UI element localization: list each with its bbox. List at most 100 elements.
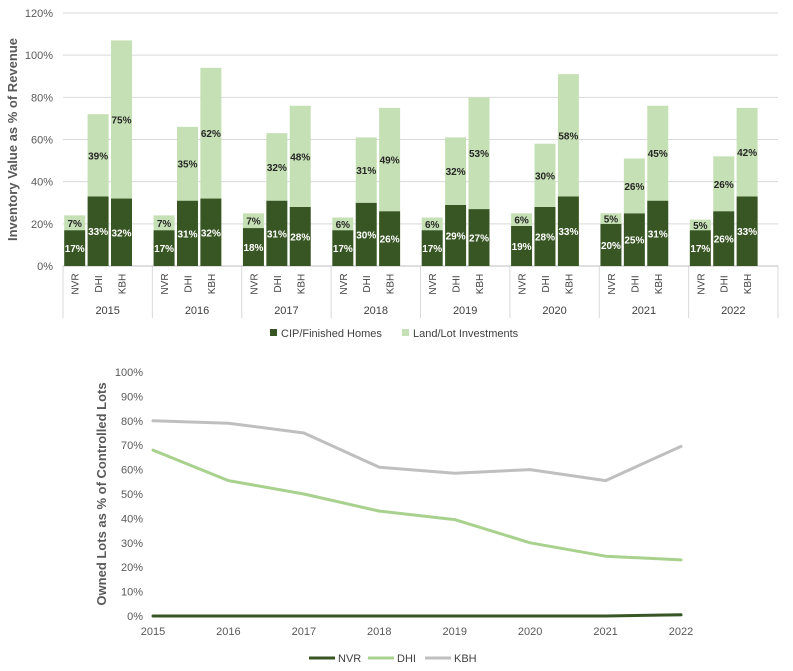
bar-land — [647, 105, 669, 201]
bar-cip — [623, 213, 645, 266]
bar-cip — [242, 228, 264, 266]
year-label: 2021 — [632, 305, 656, 317]
year-label: 2019 — [453, 305, 477, 317]
data-label-land: 6% — [336, 220, 351, 231]
bar-cip — [111, 198, 132, 266]
data-label-cip: 25% — [624, 236, 644, 247]
bar-land — [111, 40, 132, 199]
y-tick-label: 80% — [31, 92, 53, 104]
bar-land — [557, 74, 579, 197]
bar-land — [713, 156, 735, 212]
x-tick-label: 2020 — [518, 626, 542, 638]
data-label-cip: 17% — [65, 244, 85, 255]
bar-land — [468, 97, 490, 210]
data-label-cip: 31% — [177, 229, 197, 240]
bar-land — [64, 215, 86, 231]
data-label-cip: 26% — [380, 235, 400, 246]
bar-land — [289, 105, 311, 207]
legend-label-nvr: NVR — [338, 653, 361, 665]
company-label: KBH — [386, 274, 397, 295]
data-label-cip: 17% — [154, 244, 174, 255]
data-label-land: 5% — [693, 221, 708, 232]
data-label-cip: 18% — [243, 243, 263, 254]
company-label: DHI — [541, 275, 552, 292]
y-tick-label: 30% — [121, 538, 143, 550]
series-line-kbh — [151, 419, 683, 483]
data-label-cip: 29% — [446, 231, 466, 242]
data-label-land: 32% — [267, 163, 287, 174]
y-tick-label: 80% — [121, 416, 143, 428]
bar-cip — [64, 230, 86, 266]
company-label: NVR — [339, 273, 350, 294]
inventory-bar-chart: 0% 20% 40% 60% 80% 100% 120% Inventory Value as… — [5, 8, 779, 340]
legend-label-dhi: DHI — [397, 653, 416, 665]
bar-land — [421, 217, 443, 231]
data-label-cip: 33% — [88, 227, 108, 238]
data-label-cip: 20% — [601, 241, 621, 252]
company-label: KBH — [564, 274, 575, 295]
bar-land — [176, 126, 198, 201]
data-label-cip: 32% — [201, 228, 221, 239]
y-tick-label: 40% — [31, 177, 53, 189]
bar-land — [153, 215, 175, 231]
year-label: 2015 — [95, 305, 119, 317]
bar-land — [445, 137, 467, 205]
data-label-land: 5% — [604, 215, 619, 226]
bar-cip — [332, 230, 354, 266]
bar-cip — [736, 196, 758, 266]
bar-cip — [689, 230, 711, 266]
legend-swatch-cip — [270, 329, 277, 336]
data-label-cip: 32% — [111, 228, 131, 239]
company-label: NVR — [160, 273, 171, 294]
data-label-land: 6% — [425, 220, 440, 231]
company-label: NVR — [428, 273, 439, 294]
bar-land — [266, 133, 288, 201]
legend-label-kbh: KBH — [454, 653, 477, 665]
data-label-land: 58% — [558, 131, 578, 142]
y-tick-label: 100% — [25, 50, 53, 62]
y-tick-label: 20% — [121, 562, 143, 574]
data-label-land: 26% — [714, 180, 734, 191]
data-label-land: 48% — [290, 152, 310, 163]
data-label-land: 7% — [246, 217, 261, 228]
x-tick-label: 2017 — [292, 626, 316, 638]
data-label-cip: 17% — [690, 244, 710, 255]
y-axis-label: Inventory Value as % of Revenue — [5, 38, 20, 241]
company-label: NVR — [71, 273, 82, 294]
company-label: NVR — [607, 273, 618, 294]
x-tick-label: 2019 — [442, 626, 466, 638]
bar-cip — [289, 206, 311, 266]
bar-cip — [176, 200, 198, 266]
data-label-cip: 17% — [333, 244, 353, 255]
y-tick-label: 60% — [121, 465, 143, 477]
bar-cip — [534, 206, 556, 266]
company-label: DHI — [273, 275, 284, 292]
x-tick-label: 2018 — [367, 626, 391, 638]
bar-land — [534, 143, 556, 207]
data-label-cip: 33% — [558, 227, 578, 238]
legend-label-cip: CIP/Finished Homes — [281, 328, 382, 340]
bar-cip — [266, 200, 288, 266]
company-label: NVR — [518, 273, 529, 294]
company-label: KBH — [207, 274, 218, 295]
y-tick-label: 40% — [121, 513, 143, 525]
y-tick-label: 90% — [121, 391, 143, 403]
company-label: KBH — [743, 274, 754, 295]
bar-land — [242, 213, 264, 229]
company-label: KBH — [296, 274, 307, 295]
y-axis-label: Owned Lots as % of Controlled Lots — [94, 382, 109, 605]
data-label-land: 7% — [157, 219, 172, 230]
bar-cip — [647, 200, 669, 266]
year-label: 2020 — [542, 305, 566, 317]
bar-cip — [379, 211, 401, 266]
data-label-land: 31% — [356, 166, 376, 177]
data-label-land: 42% — [737, 148, 757, 159]
y-tick-label: 100% — [115, 367, 143, 379]
bar-cip — [200, 198, 222, 266]
x-tick-label: 2016 — [216, 626, 240, 638]
bar-cip — [421, 230, 443, 266]
data-label-cip: 28% — [290, 232, 310, 243]
data-label-land: 26% — [624, 182, 644, 193]
bar-land — [736, 107, 758, 197]
bar-cip — [468, 209, 490, 266]
